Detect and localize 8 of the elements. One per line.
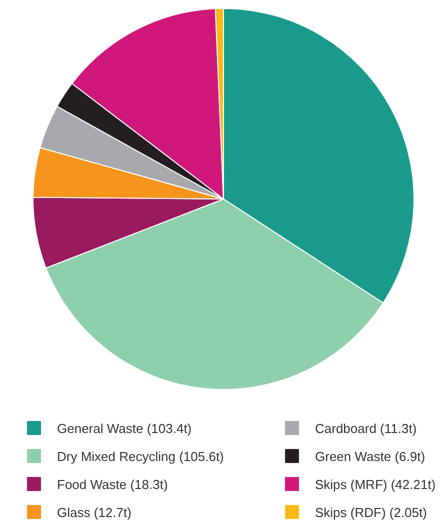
legend-label: Skips (RDF) (2.05t) <box>315 504 427 520</box>
legend-label: General Waste (103.4t) <box>57 420 192 436</box>
legend-label: Food Waste (18.3t) <box>57 476 168 492</box>
legend-label: Glass (12.7t) <box>57 504 132 520</box>
legend-label: Skips (MRF) (42.21t) <box>315 476 436 492</box>
legend-label: Dry Mixed Recycling (105.6t) <box>57 448 224 464</box>
legend-label: Green Waste (6.9t) <box>315 448 426 464</box>
legend-label: Cardboard (11.3t) <box>315 420 417 436</box>
